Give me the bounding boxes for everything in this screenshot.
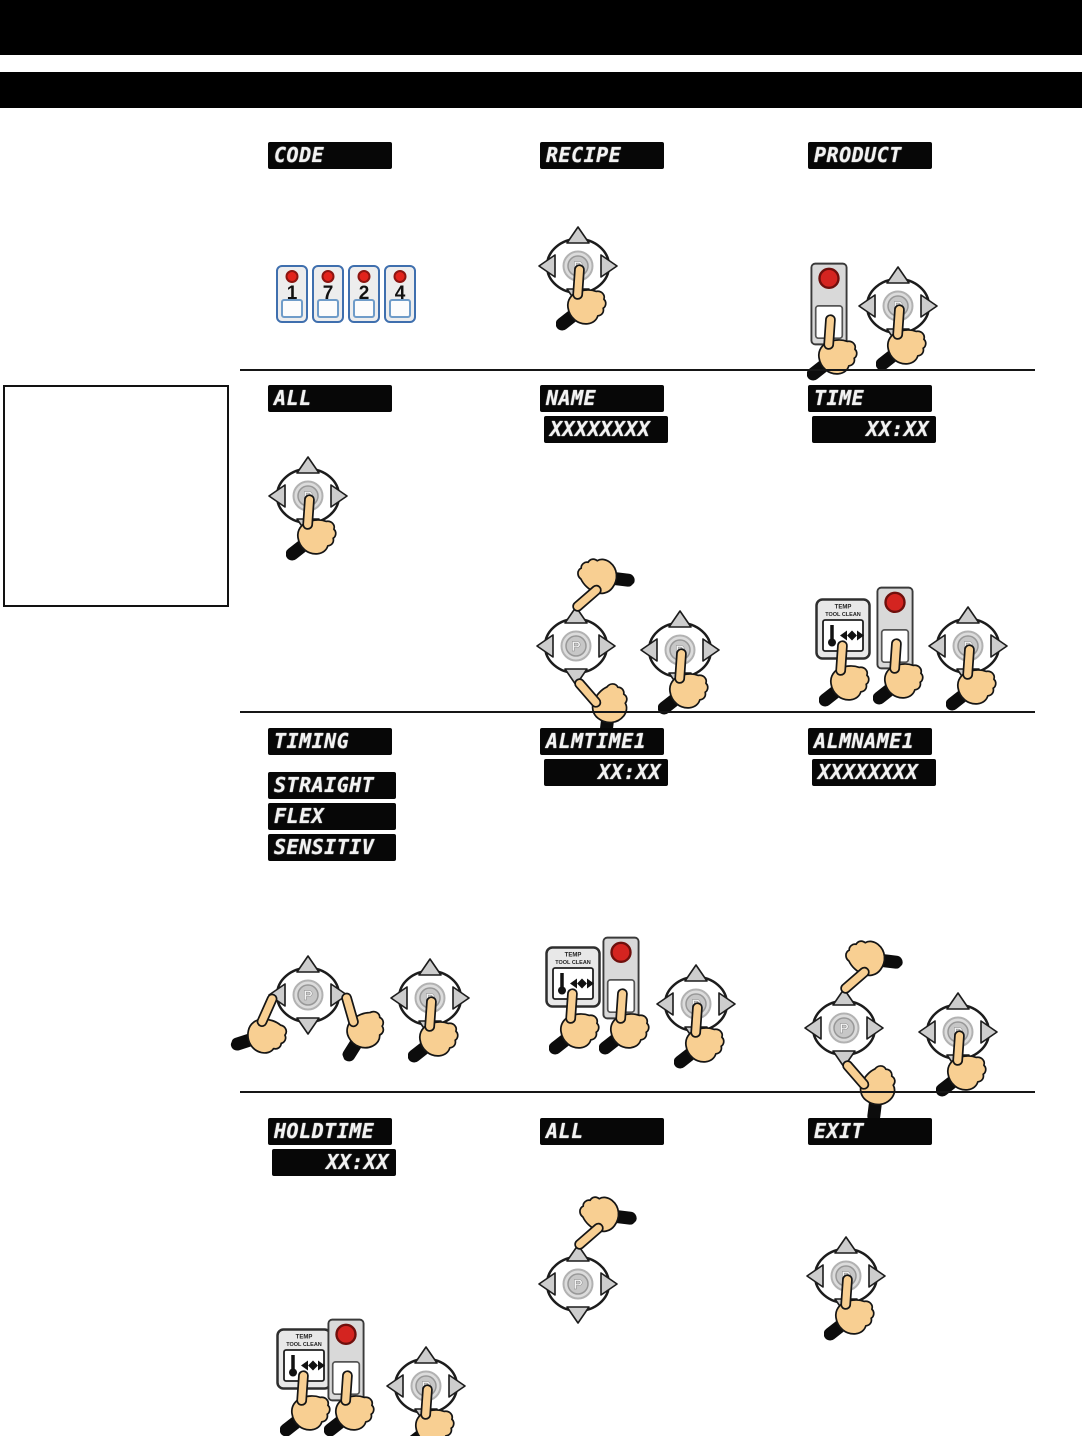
lcd-option-straight: STRAIGHT	[268, 772, 396, 799]
key-press-pad	[281, 299, 303, 318]
top-header-bar	[0, 0, 1082, 55]
lcd-display-holdtime: HOLDTIME	[268, 1118, 392, 1145]
section-divider	[240, 1091, 1035, 1093]
lcd-display-name-value: XXXXXXXX	[544, 416, 668, 443]
key-digit: 2	[358, 283, 370, 304]
numeric-keypad: 1 7 2 4	[276, 265, 416, 323]
pointing-hand-icon	[936, 1029, 988, 1098]
lcd-display-timing: TIMING	[268, 728, 392, 755]
lcd-display-time: TIME	[808, 385, 932, 412]
pointing-hand-icon	[556, 263, 608, 332]
keypad-button-7: 7	[312, 265, 344, 323]
pointing-hand-icon	[807, 313, 859, 382]
pointing-hand-icon	[286, 493, 338, 562]
lcd-display-all: ALL	[268, 385, 392, 412]
lcd-display-almname1-value: XXXXXXXX	[812, 759, 936, 786]
lcd-option-sensitiv: SENSITIV	[268, 834, 396, 861]
section-divider	[240, 711, 1035, 713]
led-indicator	[357, 270, 371, 283]
program-dial-icon	[538, 1244, 618, 1324]
lcd-display-product: PRODUCT	[808, 142, 932, 169]
note-box	[3, 385, 229, 607]
pointing-hand-icon	[876, 303, 928, 372]
pointing-hand-icon	[549, 987, 601, 1056]
keypad-button-2: 2	[348, 265, 380, 323]
pointing-hand-icon	[674, 1001, 726, 1070]
lcd-display-name: NAME	[540, 385, 664, 412]
pointing-hand-icon	[946, 643, 998, 712]
pointing-hand-icon	[819, 639, 871, 708]
led-indicator	[321, 270, 335, 283]
pointing-hand-icon	[658, 647, 710, 716]
lcd-display-almtime1: ALMTIME1	[540, 728, 664, 755]
section-header-bar	[0, 72, 1082, 108]
key-press-pad	[317, 299, 339, 318]
led-indicator	[393, 270, 407, 283]
key-press-pad	[353, 299, 375, 318]
lcd-display-holdtime-value: XX:XX	[272, 1149, 396, 1176]
lcd-display-almtime1-value: XX:XX	[544, 759, 668, 786]
lcd-display-recipe: RECIPE	[540, 142, 664, 169]
key-digit: 7	[322, 283, 334, 304]
lcd-display-almname1: ALMNAME1	[808, 728, 932, 755]
lcd-display-all-2: ALL	[540, 1118, 664, 1145]
lcd-display-exit: EXIT	[808, 1118, 932, 1145]
led-indicator	[285, 270, 299, 283]
pointing-hand-icon	[599, 987, 651, 1056]
section-divider	[240, 369, 1035, 371]
keypad-button-4: 4	[384, 265, 416, 323]
pointing-hand-icon	[408, 995, 460, 1064]
lcd-display-time-value: XX:XX	[812, 416, 936, 443]
pointing-hand-icon	[404, 1383, 456, 1436]
key-digit: 1	[286, 283, 298, 304]
lcd-display-code: CODE	[268, 142, 392, 169]
pointing-hand-icon	[873, 637, 925, 706]
pointing-hand-icon	[324, 1369, 376, 1436]
lcd-option-flex: FLEX	[268, 803, 396, 830]
key-digit: 4	[394, 283, 406, 304]
pointing-hand-icon	[824, 1273, 876, 1342]
keypad-button-1: 1	[276, 265, 308, 323]
key-press-pad	[389, 299, 411, 318]
